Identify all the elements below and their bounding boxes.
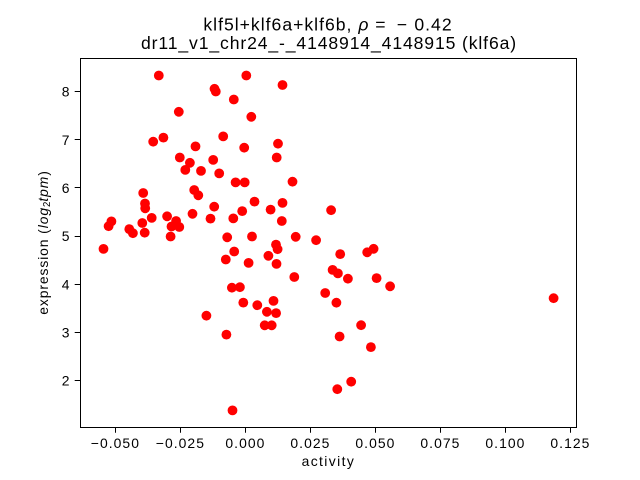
svg-text:2: 2 xyxy=(62,373,70,389)
svg-text:4: 4 xyxy=(62,276,70,292)
svg-text:expression (log2tpm): expression (log2tpm) xyxy=(35,170,53,315)
svg-text:3: 3 xyxy=(62,324,70,340)
svg-text:dr11_v1_chr24_-_4148914_414891: dr11_v1_chr24_-_4148914_4148915 (klf6a) xyxy=(141,33,517,54)
svg-text:8: 8 xyxy=(62,84,70,100)
svg-text:0.100: 0.100 xyxy=(485,435,525,451)
svg-text:−0.050: −0.050 xyxy=(91,435,140,451)
svg-text:0.000: 0.000 xyxy=(225,435,265,451)
svg-text:5: 5 xyxy=(62,228,70,244)
svg-text:klf5l+klf6a+klf6b, ρ = −0.42: klf5l+klf6a+klf6b, ρ = −0.42 xyxy=(203,15,452,35)
svg-text:0.075: 0.075 xyxy=(420,435,460,451)
svg-text:6: 6 xyxy=(62,180,70,196)
svg-text:0.050: 0.050 xyxy=(355,435,395,451)
svg-text:7: 7 xyxy=(62,132,70,148)
svg-text:0.125: 0.125 xyxy=(550,435,590,451)
svg-text:0.025: 0.025 xyxy=(290,435,330,451)
svg-text:−0.025: −0.025 xyxy=(156,435,205,451)
svg-text:activity: activity xyxy=(302,453,356,469)
